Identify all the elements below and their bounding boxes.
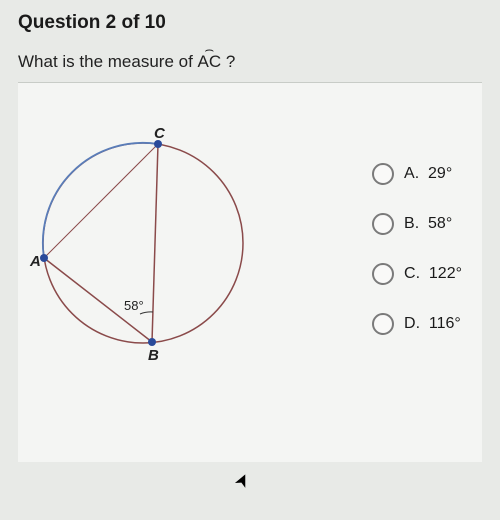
prompt-suffix: ? [221, 52, 235, 71]
content-area: C A B 58° A. 29° B. 58° C. 122° D. 116° [18, 82, 482, 462]
question-counter: Question 2 of 10 [18, 12, 482, 34]
label-b: B [148, 347, 159, 364]
point-b [148, 338, 156, 346]
arc-label: AC [198, 52, 222, 72]
chord-ac [44, 144, 158, 258]
choice-d[interactable]: D. 116° [372, 313, 462, 335]
radio-icon [372, 213, 394, 235]
choice-label: B. 58° [404, 215, 452, 233]
prompt-prefix: What is the measure of [18, 52, 198, 71]
radio-icon [372, 263, 394, 285]
label-c: C [154, 125, 166, 142]
label-a: A [29, 253, 41, 270]
radio-icon [372, 313, 394, 335]
question-text: What is the measure of AC ? [18, 52, 482, 72]
radio-icon [372, 163, 394, 185]
circle-diagram: C A B 58° [28, 108, 268, 378]
point-a [40, 254, 48, 262]
choice-label: D. 116° [404, 315, 461, 333]
quiz-screen: Question 2 of 10 What is the measure of … [0, 0, 500, 520]
choice-b[interactable]: B. 58° [372, 213, 462, 235]
answer-choices: A. 29° B. 58° C. 122° D. 116° [372, 163, 462, 335]
choice-c[interactable]: C. 122° [372, 263, 462, 285]
choice-label: A. 29° [404, 165, 452, 183]
angle-label: 58° [124, 298, 144, 313]
arc-ac [43, 143, 158, 258]
choice-label: C. 122° [404, 265, 462, 283]
choice-a[interactable]: A. 29° [372, 163, 462, 185]
